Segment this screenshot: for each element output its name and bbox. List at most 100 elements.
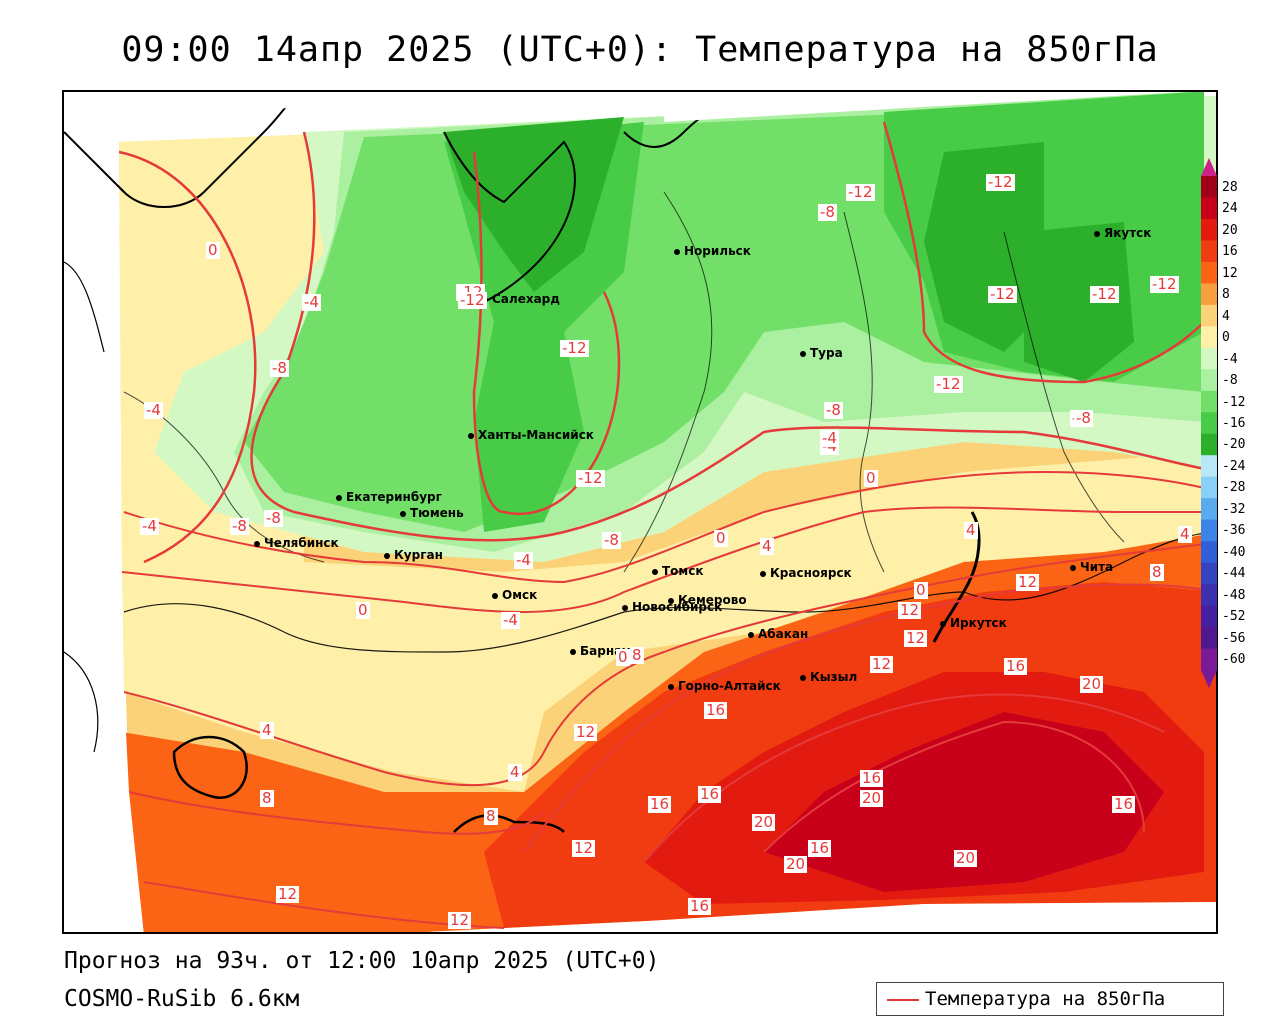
city-marker: Челябинск — [254, 536, 339, 550]
isoline-label: 4 — [760, 537, 774, 555]
city-dot — [800, 674, 806, 681]
city-marker: Кызыл — [800, 670, 857, 684]
isoline-label: 16 — [648, 795, 672, 813]
city-name: Екатеринбург — [346, 490, 442, 504]
colorbar-segment — [1201, 433, 1217, 456]
isoline-label: 16 — [860, 769, 884, 787]
city-name: Якутск — [1104, 226, 1152, 240]
isoline-label: -4 — [501, 611, 520, 629]
isoline-label: 12 — [276, 885, 300, 903]
city-name: Томск — [662, 564, 704, 578]
isoline-label: 8 — [484, 807, 498, 825]
city-name: Челябинск — [264, 536, 339, 550]
colorbar-segment — [1201, 412, 1217, 435]
isoline-label: -8 — [230, 517, 249, 535]
city-marker: Омск — [492, 588, 537, 602]
city-marker: Екатеринбург — [336, 490, 442, 504]
colorbar-segment — [1201, 261, 1217, 284]
isoline-label: -4 — [144, 401, 163, 419]
colorbar-segment — [1201, 197, 1217, 220]
city-name: Кемерово — [678, 593, 747, 607]
isoline-label: 8 — [630, 646, 644, 664]
city-dot — [668, 597, 674, 604]
city-dot — [940, 620, 946, 627]
colorbar-tick-label: -20 — [1222, 437, 1246, 453]
colorbar-tick-label: 12 — [1222, 265, 1238, 281]
map-panel: Салехард Норильск Якутск Тура Ханты-Мансийск… — [62, 90, 1218, 934]
city-dot — [1070, 564, 1076, 571]
isoline-label: 12 — [904, 629, 928, 647]
isoline-label: 0 — [206, 241, 220, 259]
colorbar-segment — [1201, 541, 1217, 564]
isoline-label: -12 — [846, 183, 875, 201]
forecast-info: Прогноз на 93ч. от 12:00 10апр 2025 (UTC… — [64, 948, 660, 974]
city-dot — [760, 570, 766, 577]
city-marker: Тура — [800, 346, 843, 360]
isoline-label: -8 — [264, 509, 283, 527]
colorbar-segment — [1201, 498, 1217, 521]
colorbar-segment — [1201, 304, 1217, 327]
city-name: Салехард — [492, 292, 560, 306]
isoline-label: 0 — [356, 601, 370, 619]
isoline-label: 12 — [1016, 573, 1040, 591]
isoline-label: -12 — [1150, 275, 1179, 293]
colorbar — [1201, 158, 1217, 688]
isoline-label: 12 — [572, 839, 596, 857]
isoline-label: -12 — [576, 469, 605, 487]
colorbar-tick-label: -48 — [1222, 587, 1246, 603]
isoline-label: 16 — [688, 897, 712, 915]
colorbar-tick-label: 16 — [1222, 244, 1238, 260]
city-name: Кызыл — [810, 670, 858, 684]
isoline-label: 12 — [870, 655, 894, 673]
colorbar-segment — [1201, 347, 1217, 370]
isoline-label: 8 — [260, 789, 274, 807]
city-dot — [492, 592, 498, 599]
isoline-label: 4 — [1178, 525, 1192, 543]
city-name: Новосибирск — [632, 600, 723, 614]
city-dot — [748, 631, 754, 638]
colorbar-tick-label: -40 — [1222, 544, 1246, 560]
city-dot — [468, 432, 474, 439]
city-dot — [652, 568, 658, 575]
city-marker: Красноярск — [760, 566, 852, 580]
city-marker: Кемерово — [668, 593, 747, 607]
legend-line-swatch — [887, 999, 919, 1001]
isoline-label: -12 — [988, 285, 1017, 303]
city-name: Ханты-Мансийск — [478, 428, 594, 442]
colorbar-tick-label: -36 — [1222, 523, 1246, 539]
isoline-label: 20 — [1080, 675, 1104, 693]
isoline-label: -12 — [560, 339, 589, 357]
isoline-label: 16 — [704, 701, 728, 719]
model-info: COSMO-RuSib 6.6км — [64, 986, 300, 1012]
isoline-label: 16 — [698, 785, 722, 803]
colorbar-segment — [1201, 605, 1217, 628]
city-marker: Новосибирск — [622, 600, 722, 614]
isoline-label: 20 — [752, 813, 776, 831]
isoline-label: -12 — [458, 291, 487, 309]
colorbar-tick-label: 4 — [1222, 308, 1230, 324]
isoline-label: -8 — [270, 359, 289, 377]
city-name: Омск — [502, 588, 538, 602]
isoline-label: -4 — [302, 293, 321, 311]
colorbar-segment — [1201, 369, 1217, 392]
colorbar-tick-label: -56 — [1222, 630, 1246, 646]
isoline-label: -12 — [934, 375, 963, 393]
isoline-label: 0 — [714, 529, 728, 547]
colorbar-tick-label: 0 — [1222, 330, 1230, 346]
isoline-label: 16 — [1112, 795, 1136, 813]
colorbar-top-arrow — [1201, 158, 1217, 176]
isoline-label: -4 — [514, 551, 533, 569]
isoline-label: -4 — [140, 517, 159, 535]
isoline-label: 0 — [914, 581, 928, 599]
colorbar-tick-label: -16 — [1222, 416, 1246, 431]
colorbar-segment — [1201, 476, 1217, 499]
colorbar-segment — [1201, 390, 1217, 413]
isoline-label: 4 — [964, 521, 978, 539]
colorbar-tick-label: 28 — [1222, 179, 1238, 195]
colorbar-bottom-arrow — [1201, 670, 1217, 688]
city-name: Абакан — [758, 627, 809, 641]
legend-label: Температура на 850гПа — [925, 988, 1166, 1010]
city-name: Тюмень — [410, 506, 464, 520]
isoline-label: 8 — [1150, 563, 1164, 581]
isoline-label: -12 — [1090, 285, 1119, 303]
